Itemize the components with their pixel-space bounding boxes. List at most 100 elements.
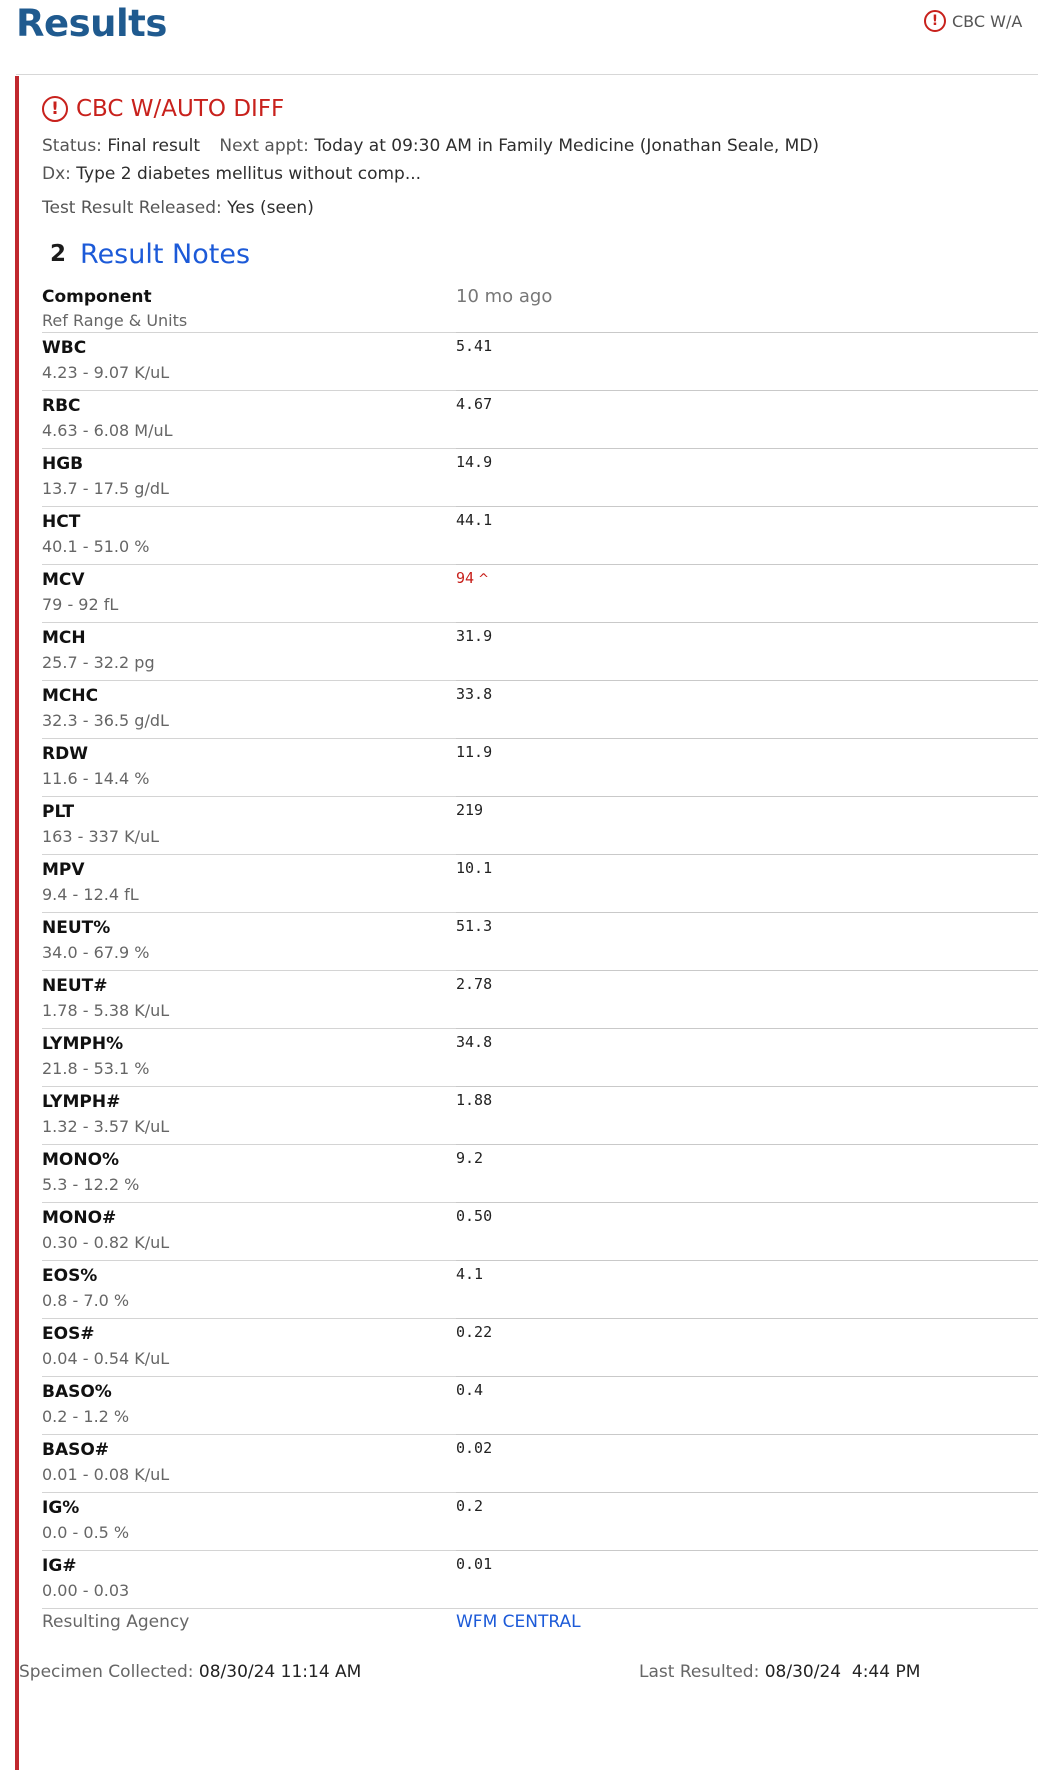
component-name: IG% — [42, 1498, 80, 1518]
table-row: HCT 40.1 - 51.0 % 44.1 — [42, 506, 1038, 565]
component-name: RBC — [42, 396, 81, 416]
component-name: HGB — [42, 454, 84, 474]
component-name: IG# — [42, 1556, 77, 1576]
result-notes-link[interactable]: Result Notes — [80, 238, 251, 270]
result-value: 219 — [456, 801, 1038, 819]
collected-value: 08/30/24 11:14 AM — [198, 1662, 362, 1682]
table-row: BASO# 0.01 - 0.08 K/uL 0.02 — [42, 1434, 1038, 1493]
ref-range: 0.04 - 0.54 K/uL — [42, 1349, 170, 1368]
table-row: MCHC 32.3 - 36.5 g/dL 33.8 — [42, 680, 1038, 739]
status-value: Final result — [107, 136, 200, 156]
next-appt-label: Next appt: — [219, 136, 309, 156]
component-name: MONO% — [42, 1150, 120, 1170]
header-divider — [16, 74, 1038, 75]
result-value-text: 10.1 — [456, 859, 493, 877]
result-value: 0.01 — [456, 1555, 1038, 1573]
component-name: EOS% — [42, 1266, 98, 1286]
result-value: 0.22 — [456, 1323, 1038, 1341]
table-row: EOS% 0.8 - 7.0 % 4.1 — [42, 1260, 1038, 1319]
resulting-agency-label: Resulting Agency — [42, 1612, 190, 1632]
table-row: MPV 9.4 - 12.4 fL 10.1 — [42, 854, 1038, 913]
result-value-text: 0.2 — [456, 1497, 484, 1515]
result-value-text: 51.3 — [456, 917, 493, 935]
component-name: BASO# — [42, 1440, 110, 1460]
component-name: LYMPH# — [42, 1092, 121, 1112]
component-name: MONO# — [42, 1208, 117, 1228]
result-value-text: 94 — [456, 569, 475, 587]
ref-range: 0.2 - 1.2 % — [42, 1407, 130, 1426]
table-row: HGB 13.7 - 17.5 g/dL 14.9 — [42, 448, 1038, 507]
table-row: BASO% 0.2 - 1.2 % 0.4 — [42, 1376, 1038, 1435]
released-label: Test Result Released: — [42, 198, 222, 218]
resulted-value: 08/30/24 4:44 PM — [764, 1662, 921, 1682]
ref-range: 21.8 - 53.1 % — [42, 1059, 150, 1078]
table-row: IG# 0.00 - 0.03 0.01 — [42, 1550, 1038, 1609]
result-value: 44.1 — [456, 511, 1038, 529]
component-name: PLT — [42, 802, 75, 822]
ref-range: 25.7 - 32.2 pg — [42, 653, 155, 672]
result-value-text: 34.8 — [456, 1033, 493, 1051]
status-line: Status: Final result Next appt: Today at… — [42, 132, 1038, 160]
ref-range: 9.4 - 12.4 fL — [42, 885, 139, 904]
ref-range: 32.3 - 36.5 g/dL — [42, 711, 169, 730]
collected-label: Specimen Collected: — [19, 1662, 194, 1682]
component-name: MCV — [42, 570, 85, 590]
table-row: MONO# 0.30 - 0.82 K/uL 0.50 — [42, 1202, 1038, 1261]
result-value-text: 44.1 — [456, 511, 493, 529]
top-right-label: CBC W/A — [952, 11, 1023, 31]
table-row: LYMPH% 21.8 - 53.1 % 34.8 — [42, 1028, 1038, 1087]
result-value: 51.3 — [456, 917, 1038, 935]
result-value: 31.9 — [456, 627, 1038, 645]
ref-range: 79 - 92 fL — [42, 595, 119, 614]
table-row: RBC 4.63 - 6.08 M/uL 4.67 — [42, 390, 1038, 449]
result-value: 0.4 — [456, 1381, 1038, 1399]
table-row: EOS# 0.04 - 0.54 K/uL 0.22 — [42, 1318, 1038, 1377]
ref-range: 13.7 - 17.5 g/dL — [42, 479, 169, 498]
result-value-text: 0.22 — [456, 1323, 493, 1341]
header-date: 10 mo ago — [456, 286, 553, 307]
dx-line: Dx: Type 2 diabetes mellitus without com… — [42, 160, 1038, 188]
ref-range: 163 - 337 K/uL — [42, 827, 160, 846]
next-appt-value: Today at 09:30 AM in Family Medicine (Jo… — [314, 136, 820, 156]
result-value-text: 0.50 — [456, 1207, 493, 1225]
ref-range: 1.32 - 3.57 K/uL — [42, 1117, 170, 1136]
result-notes: 2 Result Notes — [42, 234, 1038, 274]
table-row: WBC 4.23 - 9.07 K/uL 5.41 — [42, 332, 1038, 391]
top-right-result-link[interactable]: ! CBC W/A — [924, 8, 1038, 34]
high-flag-icon: ^ — [478, 572, 489, 587]
component-name: BASO% — [42, 1382, 112, 1402]
result-value-text: 2.78 — [456, 975, 493, 993]
result-value-text: 5.41 — [456, 337, 493, 355]
result-value: 10.1 — [456, 859, 1038, 877]
table-row: PLT 163 - 337 K/uL 219 — [42, 796, 1038, 855]
result-value: 0.2 — [456, 1497, 1038, 1515]
result-value-text: 9.2 — [456, 1149, 484, 1167]
alert-icon: ! — [924, 10, 946, 32]
table-row: RDW 11.6 - 14.4 % 11.9 — [42, 738, 1038, 797]
table-row: NEUT% 34.0 - 67.9 % 51.3 — [42, 912, 1038, 971]
table-row: IG% 0.0 - 0.5 % 0.2 — [42, 1492, 1038, 1551]
ref-range: 34.0 - 67.9 % — [42, 943, 150, 962]
ref-range: 40.1 - 51.0 % — [42, 537, 150, 556]
result-value: 34.8 — [456, 1033, 1038, 1051]
result-value: 5.41 — [456, 337, 1038, 355]
ref-range: 0.30 - 0.82 K/uL — [42, 1233, 170, 1252]
resulting-agency-row: Resulting Agency WFM CENTRAL — [42, 1608, 1038, 1639]
header-ref-range: Ref Range & Units — [42, 311, 188, 330]
dx-label: Dx: — [42, 164, 71, 184]
results-table: Component Ref Range & Units 10 mo ago WB… — [42, 284, 1038, 1639]
component-name: NEUT% — [42, 918, 111, 938]
resulting-agency-link[interactable]: WFM CENTRAL — [456, 1612, 581, 1632]
ref-range: 4.63 - 6.08 M/uL — [42, 421, 173, 440]
result-value-abnormal: 94 ^ — [456, 569, 1038, 587]
table-row: MCH 25.7 - 32.2 pg 31.9 — [42, 622, 1038, 681]
released-value: Yes (seen) — [227, 198, 314, 218]
result-value: 2.78 — [456, 975, 1038, 993]
ref-range: 0.0 - 0.5 % — [42, 1523, 130, 1542]
result-value-text: 0.4 — [456, 1381, 484, 1399]
result-value-text: 33.8 — [456, 685, 493, 703]
component-name: EOS# — [42, 1324, 95, 1344]
result-notes-count: 2 — [50, 241, 67, 267]
result-value: 14.9 — [456, 453, 1038, 471]
result-value: 1.88 — [456, 1091, 1038, 1109]
